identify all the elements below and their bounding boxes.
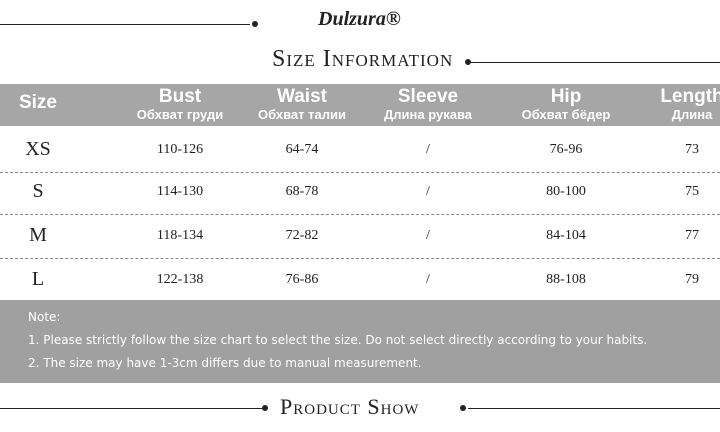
notes: Note: 1. Please strictly follow the size … [0,300,720,383]
value-cell: 110-126 [156,142,204,157]
value-cell: 76-86 [285,272,319,287]
column-subtitle: Длина рукава [384,107,472,122]
dot [252,21,258,27]
column-title: Bust [158,86,202,107]
value-cell: 75 [685,184,699,199]
size-cell: L [31,268,45,290]
value-cell: 88-108 [546,272,586,287]
note-line: 2. The size may have 1-3cm differs due t… [28,356,422,370]
row-separator [0,172,720,173]
column-title: Sleeve [397,86,459,107]
row-separator [0,214,720,215]
title: Size Information [272,46,454,72]
value-cell: 114-130 [156,184,204,199]
column-title: Size [18,92,58,113]
value-cell: 77 [685,228,699,243]
value-cell: 84-104 [546,228,586,243]
dot [465,59,471,65]
value-cell: / [426,142,430,157]
note-line: 1. Please strictly follow the size chart… [28,333,648,347]
rule [468,408,720,409]
column-subtitle: Длина [671,107,713,122]
value-cell: 73 [685,142,699,157]
note-line: Note: [28,310,61,324]
column-subtitle: Обхват груди [136,107,224,122]
rule [470,62,720,63]
column-subtitle: Обхват талии [258,107,346,122]
value-cell: 122-138 [156,272,204,287]
value-cell: 80-100 [546,184,586,199]
value-cell: / [426,272,430,287]
rule [0,24,250,25]
value-cell: 68-78 [285,184,319,199]
footer-title: Product Show [280,394,420,419]
value-cell: / [426,184,430,199]
value-cell: 64-74 [285,142,319,157]
dot [262,405,268,411]
column-subtitle: Обхват бёдер [521,107,611,122]
value-cell: 72-82 [285,228,319,243]
size-cell: XS [25,138,51,160]
value-cell: 79 [685,272,699,287]
brand: Dulzura® [318,8,401,30]
row-separator [0,258,720,259]
table-header: Size Bust Обхват груди Waist Обхват талии Sle… [0,84,720,126]
value-cell: / [426,228,430,243]
column-title: Hip [550,86,582,107]
value-cell: 76-96 [549,142,583,157]
rule [0,408,262,409]
dot [460,405,466,411]
column-title: Waist [277,86,327,107]
size-cell: M [29,224,47,246]
value-cell: 118-134 [156,228,204,243]
size-cell: S [32,180,44,202]
column-title: Length [660,86,720,107]
